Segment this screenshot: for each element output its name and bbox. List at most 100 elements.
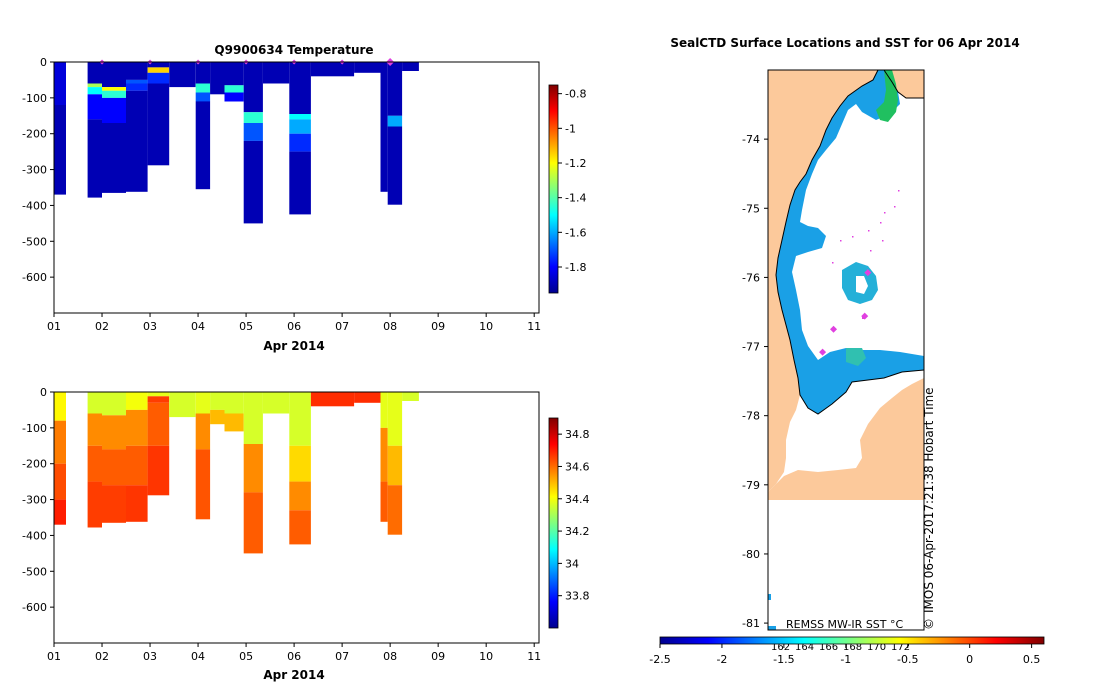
temperature-cell-4-3: [147, 83, 170, 166]
map-ytick-label: -74: [742, 133, 760, 146]
salinity-cell-5-0: [169, 392, 196, 418]
temperature-cell-1-0: [87, 62, 102, 84]
salinity-cell-0-3: [54, 499, 66, 525]
map-ytick-label: -81: [742, 617, 760, 630]
temperature-cell-0-0: [54, 62, 66, 105]
temperature-xtick-label: 09: [431, 320, 445, 333]
temperature-xtick-label: 06: [287, 320, 301, 333]
temperature-ytick-label: 0: [40, 56, 47, 69]
salinity-cell-11-1: [289, 445, 311, 482]
salinity-cell-2-0: [102, 392, 126, 416]
temperature-colorbar-ticks: -0.8 -1 -1.2 -1.4 -1.6 -1.8: [558, 88, 586, 274]
sst-colorbar: [659, 636, 1045, 645]
salinity-cell-15-1: [387, 445, 403, 486]
temperature-ytick-label: -100: [22, 92, 47, 105]
salinity-cell-13-0: [354, 392, 381, 403]
temperature-colorbar-label: -1.4: [565, 192, 586, 205]
temperature-cell-11-1: [289, 114, 311, 120]
salinity-colorbar: [548, 417, 559, 629]
temperature-cell-2-0: [102, 62, 126, 88]
temperature-xtick-label: 11: [527, 320, 541, 333]
salinity-ytick-label: -400: [22, 529, 47, 542]
salinity-cell-7-1: [210, 409, 225, 425]
temperature-xtick-label: 01: [47, 320, 61, 333]
sst-colorbar-label: -2.5: [649, 653, 670, 666]
salinity-cell-9-1: [243, 444, 263, 493]
temperature-axes-frame: [53, 61, 540, 314]
temperature-cell-13-0: [354, 62, 381, 73]
copyright-symbol: ©: [922, 618, 936, 630]
temperature-cell-6-1: [195, 83, 211, 93]
temperature-cell-4-2: [147, 72, 170, 84]
colorbar-label: REMSS MW-IR SST °C: [786, 618, 904, 631]
salinity-cell-11-0: [289, 392, 311, 446]
sst-south-patch: [846, 348, 866, 366]
map-longitude-label: 172: [891, 642, 910, 653]
temperature-cell-3-0: [126, 62, 148, 80]
salinity-xtick-label: 09: [431, 650, 445, 663]
seal-position-marker: [861, 312, 869, 320]
temperature-cell-6-3: [195, 101, 211, 190]
temperature-ytick-label: -500: [22, 235, 47, 248]
temperature-cell-1-2: [87, 87, 102, 95]
sst-colorbar-label: -0.5: [897, 653, 918, 666]
salinity-cell-16-0: [402, 392, 419, 401]
sst-colorbar-label: 0: [966, 653, 973, 666]
map-longitude-label: 166: [819, 642, 838, 653]
salinity-cell-4-3: [147, 445, 170, 496]
map-longitude-label: 164: [795, 642, 814, 653]
temperature-ytick-label: -300: [22, 164, 47, 177]
temperature-cell-14-0: [380, 62, 388, 192]
temperature-colorbar-label: -1: [565, 122, 576, 135]
salinity-cell-1-0: [87, 392, 102, 414]
salinity-cell-9-0: [243, 392, 263, 444]
temperature-cell-1-3: [87, 94, 102, 120]
temperature-section-panel: Q9900634 Temperature 0 -100 -200 -300 -400 -5…: [22, 43, 586, 353]
salinity-cell-0-0: [54, 392, 66, 421]
temperature-colorbar-label: -1.6: [565, 226, 586, 239]
sst-coastal-strip: [776, 70, 924, 414]
salinity-cell-14-0: [380, 392, 388, 428]
salinity-xtick-label: 04: [191, 650, 205, 663]
map-frame: [767, 69, 925, 631]
salinity-cell-7-0: [210, 392, 225, 410]
map-ytick-label: -80: [742, 548, 760, 561]
salinity-colorbar-label: 34.6: [565, 460, 590, 473]
map-latitude-ticks: -74 -75 -76 -77 -78 -79 -80 -81: [742, 133, 768, 630]
temperature-ytick-label: -400: [22, 199, 47, 212]
temperature-xtick-label: 04: [191, 320, 205, 333]
salinity-cell-4-1: [147, 396, 170, 403]
temperature-cell-11-2: [289, 119, 311, 134]
salinity-axes-frame: [53, 391, 540, 644]
salinity-cell-4-2: [147, 402, 170, 446]
salinity-xtick-label: 11: [527, 650, 541, 663]
salinity-colorbar-label: 34.4: [565, 493, 590, 506]
temperature-cell-2-1: [102, 87, 126, 91]
sst-bay-inner: [856, 276, 868, 294]
salinity-colorbar-label: 34: [565, 557, 579, 570]
salinity-ytick-label: -200: [22, 458, 47, 471]
temperature-colorbar-label: -1.8: [565, 261, 586, 274]
temperature-cell-9-3: [243, 140, 263, 224]
map-area: [768, 69, 925, 630]
salinity-cell-11-2: [289, 481, 311, 511]
salinity-cell-6-1: [195, 413, 211, 450]
salinity-xtick-label: 02: [95, 650, 109, 663]
temperature-ytick-label: -200: [22, 128, 47, 141]
seal-position-marker: [864, 269, 872, 277]
temperature-cell-3-3: [126, 90, 148, 192]
salinity-colorbar-label: 34.2: [565, 525, 590, 538]
salinity-xtick-label: 03: [143, 650, 157, 663]
temperature-cell-6-2: [195, 92, 211, 102]
temperature-xtick-label: 02: [95, 320, 109, 333]
salinity-x-ticks: 01 02 03 04 05 06 07 08 09 10 11: [47, 643, 541, 663]
salinity-cell-3-2: [126, 445, 148, 486]
temperature-cell-12-0: [310, 62, 355, 77]
map-ytick-label: -76: [742, 271, 760, 284]
temperature-xtick-label: 05: [239, 320, 253, 333]
temperature-colorbar: [548, 84, 559, 294]
temperature-cell-8-1: [224, 85, 244, 93]
seal-position-marker: [830, 325, 838, 333]
temperature-colorbar-label: -1.2: [565, 157, 586, 170]
